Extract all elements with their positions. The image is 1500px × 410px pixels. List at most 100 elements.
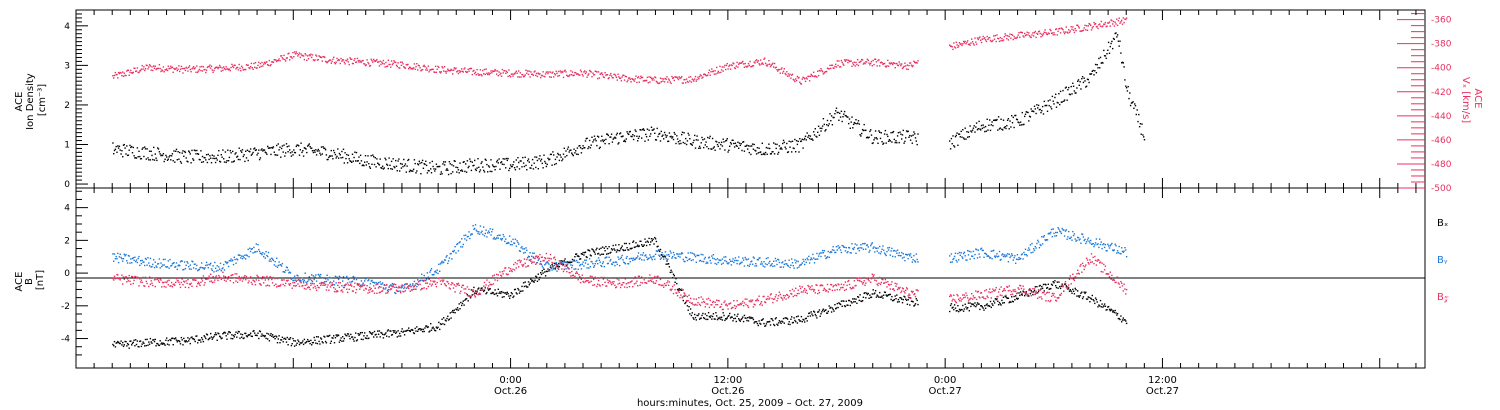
- data-point-blue: [472, 225, 474, 227]
- data-point-black: [1027, 111, 1029, 114]
- data-point-black: [663, 131, 666, 134]
- data-point-black: [539, 276, 541, 279]
- data-point-pink: [657, 82, 659, 85]
- data-point-pink: [891, 62, 893, 65]
- data-point-black: [1065, 285, 1067, 287]
- data-point-pink: [601, 73, 604, 76]
- data-point-black: [579, 147, 582, 149]
- data-point-black: [1120, 52, 1122, 54]
- data-point-blue: [727, 263, 729, 265]
- data-point-black: [1046, 286, 1049, 289]
- data-point-black: [1053, 282, 1055, 284]
- data-point-pink: [884, 65, 887, 68]
- data-point-black: [483, 171, 486, 173]
- data-point-black: [993, 119, 996, 121]
- data-point-pink: [730, 64, 733, 66]
- data-point-black: [1029, 292, 1032, 295]
- data-point-blue: [751, 263, 754, 265]
- data-point-pink: [298, 53, 300, 56]
- data-point-black: [675, 277, 677, 280]
- data-point-pink: [455, 67, 457, 69]
- data-point-pink: [317, 59, 319, 61]
- data-point-blue: [550, 266, 552, 269]
- data-point-black: [852, 127, 854, 129]
- data-point-black: [1066, 286, 1068, 288]
- data-point-black: [566, 261, 569, 263]
- data-point-pink: [1112, 20, 1115, 23]
- data-point-blue: [540, 260, 542, 263]
- data-point-black: [243, 337, 245, 339]
- data-point-black: [1087, 296, 1089, 298]
- data-point-black: [484, 158, 486, 160]
- data-point-blue: [456, 243, 458, 246]
- data-point-blue: [135, 260, 137, 263]
- data-point-blue: [282, 271, 284, 273]
- data-point-pink: [1109, 25, 1111, 27]
- data-point-pink: [773, 62, 776, 65]
- data-point-pink: [1054, 34, 1056, 36]
- data-point-pink: [571, 74, 573, 76]
- data-point-pink: [843, 59, 846, 61]
- data-point-black: [173, 150, 175, 152]
- data-point-pink: [126, 69, 129, 71]
- data-point-pink: [1085, 25, 1088, 27]
- data-point-pink: [283, 54, 285, 57]
- data-point-black: [882, 297, 884, 299]
- data-point-black: [881, 295, 883, 297]
- data-point-pink: [236, 66, 238, 69]
- data-point-pink: [637, 77, 639, 79]
- data-point-black: [249, 332, 252, 334]
- data-point-pink: [304, 53, 306, 55]
- data-point-black: [543, 154, 545, 156]
- data-point-blue: [707, 257, 710, 259]
- data-point-black: [437, 326, 439, 328]
- data-point-black: [631, 247, 633, 249]
- data-point-blue: [421, 279, 424, 281]
- data-point-black: [980, 305, 982, 307]
- data-point-blue: [257, 244, 259, 246]
- data-point-black: [724, 149, 726, 151]
- data-point-blue: [631, 257, 633, 260]
- data-point-black: [689, 143, 692, 145]
- data-point-black: [549, 266, 552, 268]
- data-point-black: [1009, 300, 1011, 303]
- data-point-blue: [313, 278, 315, 281]
- data-point-pink: [1111, 19, 1113, 22]
- data-point-blue: [354, 276, 356, 279]
- data-point-black: [236, 155, 239, 157]
- data-point-black: [627, 132, 629, 135]
- data-point-blue: [322, 281, 324, 284]
- data-point-black: [159, 153, 161, 155]
- data-point-black: [1077, 290, 1079, 292]
- data-point-black: [655, 240, 658, 243]
- data-point-pink: [492, 70, 495, 73]
- data-point-black: [477, 288, 479, 290]
- data-point-black: [598, 248, 601, 250]
- data-point-black: [805, 317, 807, 320]
- data-point-pink: [703, 73, 705, 76]
- data-point-blue: [655, 250, 658, 252]
- data-point-black: [960, 130, 962, 133]
- data-point-black: [573, 148, 575, 150]
- data-point-black: [589, 147, 592, 149]
- data-point-blue: [206, 264, 209, 266]
- data-point-black: [515, 159, 517, 161]
- data-point-black: [570, 261, 572, 263]
- data-point-blue: [148, 265, 151, 267]
- data-point-pink: [682, 82, 684, 84]
- data-point-pink: [467, 68, 469, 70]
- data-point-black: [420, 173, 422, 175]
- data-point-black: [917, 303, 919, 306]
- data-point-pink: [566, 75, 569, 77]
- data-point-pink: [964, 40, 966, 43]
- data-point-black: [892, 131, 894, 134]
- data-point-black: [419, 162, 421, 164]
- data-point-pink: [1080, 30, 1082, 32]
- data-point-blue: [638, 258, 640, 260]
- data-point-pink: [821, 69, 823, 72]
- data-point-black: [1064, 283, 1067, 285]
- data-point-black: [1015, 114, 1017, 117]
- data-point-black: [659, 250, 661, 253]
- data-point-black: [341, 150, 343, 153]
- data-point-pink: [953, 46, 956, 48]
